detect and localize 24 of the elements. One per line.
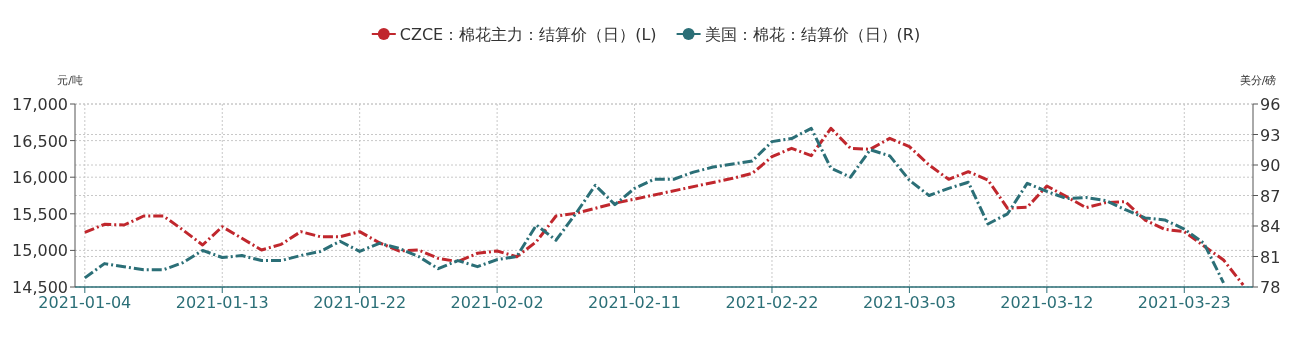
x-tick-label: 2021-02-02 [450,293,544,312]
x-tick-label: 2021-01-13 [175,293,269,312]
y2-tick-label: 96 [1260,95,1281,114]
y-tick-label: 15,000 [12,241,68,261]
y-axis-title: 元/吨 [57,74,83,87]
y-tick-label: 16,000 [12,168,68,188]
x-tick-label: 2021-02-11 [588,293,682,312]
y-tick-label: 16,500 [12,131,68,151]
x-tick-label: 2021-03-23 [1137,293,1231,312]
y2-tick-label: 81 [1260,247,1281,267]
x-tick-label: 2021-03-12 [1000,293,1094,312]
y2-tick-label: 90 [1260,156,1281,175]
legend-label: CZCE：棉花主力：结算价（日）(L) [399,25,657,44]
y2-tick-label: 93 [1260,125,1281,145]
x-tick-label: 2021-01-22 [313,293,407,312]
x-tick-label: 2021-02-22 [725,293,819,312]
legend-label: 美国：棉花：结算价（日）(R) [704,25,921,44]
y2-tick-label: 78 [1260,278,1281,297]
y2-axis-title: 美分/磅 [1239,74,1277,87]
y-tick-label: 15,500 [12,204,68,224]
y2-tick-label: 87 [1260,186,1281,206]
y-tick-label: 17,000 [12,95,68,114]
y2-tick-label: 84 [1260,217,1281,236]
x-tick-label: 2021-03-03 [862,293,956,312]
